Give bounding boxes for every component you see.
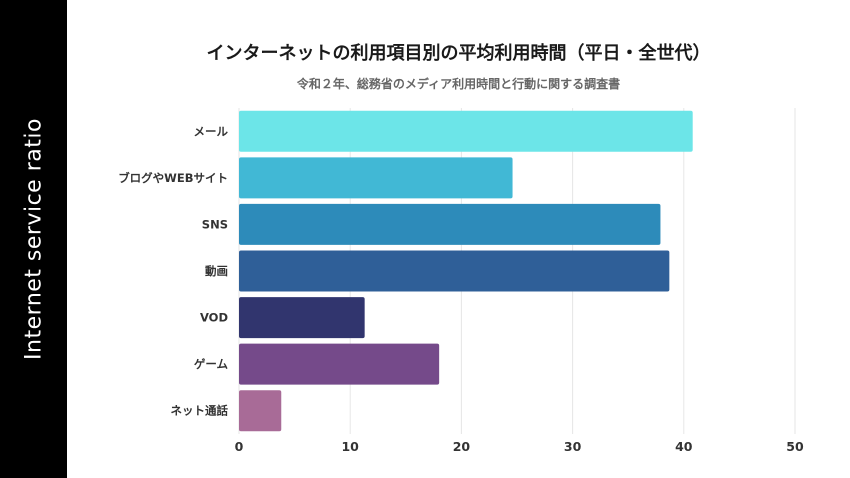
x-tick-label: 0 xyxy=(235,439,244,454)
category-label: VOD xyxy=(200,311,228,325)
bar xyxy=(239,297,365,339)
category-label: SNS xyxy=(202,217,228,231)
bar xyxy=(239,390,282,432)
bar xyxy=(239,157,513,199)
bar xyxy=(239,110,693,152)
category-label: ネット通話 xyxy=(171,404,229,418)
chart-subtitle: 令和２年、総務省のメディア利用時間と行動に関する調査書 xyxy=(296,77,621,91)
x-tick-label: 20 xyxy=(453,439,471,454)
bar xyxy=(239,203,661,245)
side-band: Internet service ratio xyxy=(0,0,67,478)
category-label: メール xyxy=(194,124,229,138)
category-label: 動画 xyxy=(205,264,228,278)
x-tick-label: 50 xyxy=(786,439,804,454)
x-tick-label: 40 xyxy=(675,439,693,454)
category-label: ゲーム xyxy=(194,357,229,371)
bar xyxy=(239,250,670,292)
x-tick-label: 30 xyxy=(564,439,582,454)
category-label: ブログやWEBサイト xyxy=(118,171,228,185)
bar xyxy=(239,343,440,385)
x-tick-label: 10 xyxy=(341,439,359,454)
chart-title: インターネットの利用項目別の平均利用時間（平日・全世代） xyxy=(206,43,711,64)
